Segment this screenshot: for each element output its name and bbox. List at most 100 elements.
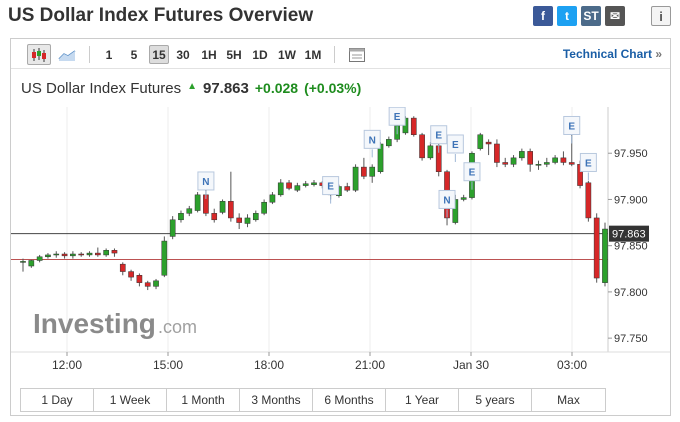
candle-down [568, 162, 575, 165]
candle-up [103, 250, 109, 256]
chart-widget: 1 5 15 30 1H 5H 1D 1W 1M Technical Chart » US Do… [10, 38, 671, 416]
candle-up [269, 194, 276, 203]
page-title: US Dollar Index Futures Overview [8, 5, 314, 26]
candle-up [477, 134, 484, 149]
toolbar-divider [334, 46, 335, 63]
toolbar-divider [89, 46, 90, 63]
y-tick-label: 97.850 [614, 241, 648, 253]
interval-button-1w[interactable]: 1W [278, 47, 296, 62]
candle-up [602, 228, 608, 283]
event-marker [579, 152, 597, 172]
event-marker [446, 134, 464, 154]
interval-button-1d[interactable]: 1D [252, 47, 268, 62]
candle-down [410, 117, 417, 135]
range-button-max[interactable]: Max [532, 389, 605, 411]
y-tick-label: 97.750 [614, 333, 648, 345]
range-button-1-month[interactable]: 1 Month [167, 389, 240, 411]
candle-up [519, 151, 525, 159]
event-marker [197, 171, 215, 191]
chart-toolbar: 1 5 15 30 1H 5H 1D 1W 1M Technical Chart » [11, 39, 670, 69]
candle-up [552, 157, 558, 163]
candle-up [510, 157, 517, 165]
interval-button-15[interactable]: 15 [149, 45, 169, 64]
email-icon[interactable]: ✉ [605, 6, 625, 26]
interval-button-5[interactable]: 5 [130, 47, 138, 62]
candle-up [460, 197, 467, 200]
last-price-badge-label: 97.863 [612, 229, 646, 241]
interval-button-1[interactable]: 1 [105, 47, 113, 62]
candle-down [119, 263, 126, 272]
double-chevron-right-icon: » [655, 47, 662, 61]
x-tick-label: 21:00 [355, 358, 385, 372]
range-button-1-year[interactable]: 1 Year [386, 389, 459, 411]
candle-down [585, 182, 592, 219]
interval-button-1m[interactable]: 1M [304, 47, 322, 62]
candle-up [153, 280, 159, 287]
table-view-icon[interactable] [347, 44, 367, 65]
candle-down [485, 141, 492, 145]
event-marker [430, 125, 448, 145]
x-tick-label: 18:00 [254, 358, 284, 372]
candle-down [61, 253, 68, 257]
candle-up [86, 252, 93, 256]
candle-up [386, 139, 392, 147]
watermark-suffix: .com [158, 317, 197, 337]
candle-up [535, 164, 542, 166]
event-marker [463, 162, 481, 182]
event-marker [363, 129, 381, 149]
candle-down [228, 201, 234, 219]
range-button-1-week[interactable]: 1 Week [94, 389, 167, 411]
candle-up [186, 208, 193, 214]
range-button-1-day[interactable]: 1 Day [21, 389, 94, 411]
last-price: 97.863 [202, 80, 249, 97]
candle-up [369, 166, 376, 177]
candle-down [236, 217, 242, 223]
event-marker [388, 107, 406, 126]
candle-up [302, 183, 309, 186]
interval-button-1h[interactable]: 1H [201, 47, 217, 62]
candle-up [252, 213, 259, 221]
candle-down [560, 157, 567, 163]
candle-up [294, 185, 301, 191]
candle-down [494, 143, 500, 163]
y-tick-label: 97.950 [614, 148, 648, 160]
y-tick-label: 97.800 [614, 287, 648, 299]
event-marker-label: E [452, 140, 459, 151]
up-arrow-icon: ▲ [187, 81, 197, 92]
info-icon[interactable]: i [651, 6, 671, 26]
candle-up [219, 201, 226, 213]
watermark-logo: Investing [33, 308, 156, 339]
candle-up [277, 182, 284, 196]
facebook-icon[interactable]: f [533, 6, 553, 26]
range-button-6-months[interactable]: 6 Months [313, 389, 386, 411]
event-marker [322, 176, 340, 196]
candle-down [344, 186, 351, 191]
candle-down [361, 166, 367, 177]
twitter-icon[interactable]: t [557, 6, 577, 26]
event-marker-label: E [394, 112, 401, 123]
candle-up [20, 261, 26, 263]
technical-chart-label: Technical Chart [562, 47, 652, 61]
candle-up [161, 240, 168, 276]
candle-down [527, 151, 533, 165]
candlestick-chart-icon[interactable] [27, 44, 51, 65]
y-tick-label: 97.900 [614, 194, 648, 206]
event-marker-label: N [369, 135, 376, 146]
range-button-3-months[interactable]: 3 Months [240, 389, 313, 411]
event-marker-label: E [435, 131, 442, 142]
candle-down [593, 217, 600, 279]
event-marker-label: E [568, 121, 575, 132]
area-chart-icon[interactable] [56, 44, 78, 65]
stocktwits-icon[interactable]: ST [581, 6, 601, 26]
interval-button-5h[interactable]: 5H [226, 47, 242, 62]
event-marker-label: E [585, 158, 592, 169]
interval-button-30[interactable]: 30 [176, 47, 190, 62]
candle-up [244, 217, 251, 224]
technical-chart-link[interactable]: Technical Chart » [563, 47, 662, 61]
x-tick-label: 12:00 [52, 358, 82, 372]
range-button-5-years[interactable]: 5 years [459, 389, 532, 411]
event-marker [563, 115, 581, 135]
candle-up [352, 166, 359, 191]
price-change: +0.028 [254, 80, 299, 96]
